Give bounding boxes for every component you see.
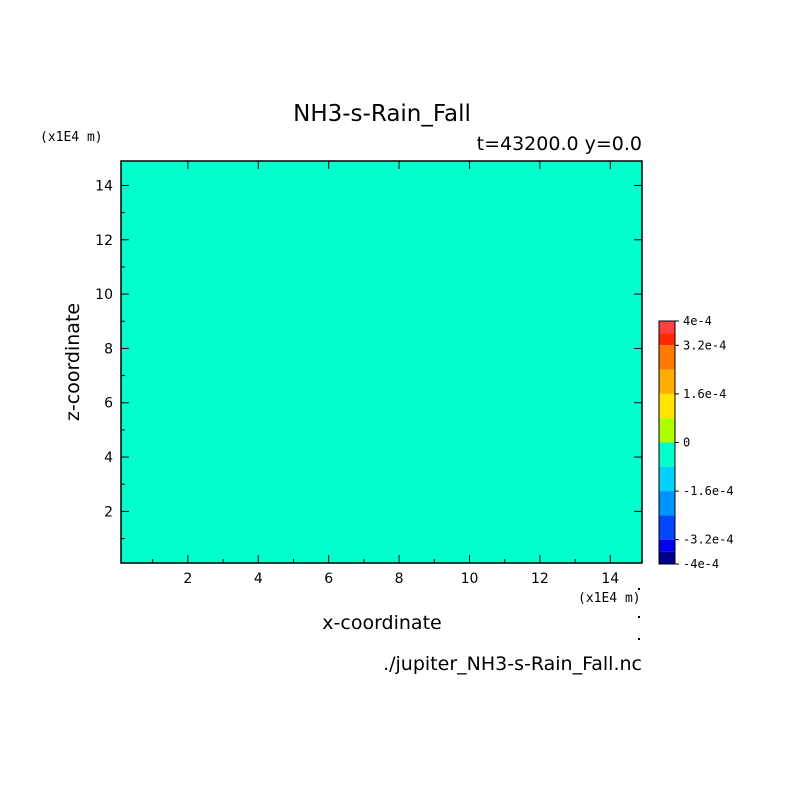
colorbar: 4e-4 3.2e-4 1.6e-4 0 -1.6e-4 -3.2e-4 -4e-4	[658, 314, 734, 571]
colorbar-bin	[659, 515, 675, 540]
colorbar-label: 0	[683, 436, 690, 450]
chart-title: NH3-s-Rain_Fall	[293, 101, 471, 127]
region-left-blob	[180, 285, 204, 291]
colorbar-bin	[659, 491, 675, 516]
x-tick-label: 10	[461, 571, 479, 587]
colorbar-bin	[659, 466, 675, 492]
colorbar-bin	[659, 345, 675, 370]
y-tick-label: 2	[104, 504, 113, 520]
x-tick-label: 6	[324, 571, 333, 587]
colorbar-label: -4e-4	[683, 557, 719, 571]
colorbar-bin	[659, 442, 675, 467]
colorbar-label: 3.2e-4	[683, 338, 726, 352]
x-tick-label: 4	[254, 571, 263, 587]
region-left-arc	[152, 234, 259, 286]
y-tick-label: 14	[95, 178, 113, 194]
colorbar-bin	[659, 551, 675, 564]
region-right-arc	[501, 234, 600, 286]
y-tick-label: 10	[95, 287, 113, 303]
colorbar-bin	[659, 333, 675, 346]
colorbar-bin	[659, 418, 675, 443]
x-tick-label: 8	[395, 571, 404, 587]
colorbar-bin	[659, 393, 675, 419]
y-tick-label: 8	[104, 341, 113, 357]
y-tick-label: 6	[104, 396, 113, 412]
chart-subtitle: t=43200.0 y=0.0	[477, 133, 642, 155]
colorbar-bin	[659, 369, 675, 394]
x-unit-label: (x1E4 m)	[578, 591, 641, 606]
region-main-band	[121, 204, 642, 254]
x-tick-label: 14	[601, 571, 619, 587]
region-left-edge-wisp	[121, 277, 146, 292]
x-tick-label: 12	[531, 571, 549, 587]
region-top-band	[121, 174, 642, 197]
y-unit-label: (x1E4 m)	[40, 130, 103, 145]
colorbar-label: 1.6e-4	[683, 387, 726, 401]
colorbar-label: -1.6e-4	[683, 484, 734, 498]
colorbar-label: -3.2e-4	[683, 533, 734, 547]
axis-ticks: 2 4 6 8 10 12 14 2 4 6 8 10 12 14	[95, 161, 642, 587]
negative-regions	[121, 174, 642, 297]
plot-area: 2 4 6 8 10 12 14 2 4 6 8 10 12 14	[95, 160, 643, 587]
x-axis-label: x-coordinate	[322, 612, 441, 634]
colorbar-label: 4e-4	[683, 314, 712, 328]
y-tick-label: 4	[104, 450, 113, 466]
colorbar-bin	[659, 539, 675, 552]
y-axis-label: z-coordinate	[62, 303, 84, 421]
stray-dots	[638, 588, 640, 640]
plot-frame	[120, 160, 643, 564]
region-right-blob	[557, 285, 579, 291]
colorbar-bin	[659, 321, 675, 334]
region-right-edge-wisp	[617, 277, 642, 292]
y-tick-label: 12	[95, 233, 113, 249]
region-center-blob	[353, 280, 421, 297]
footer-filename: ./jupiter_NH3-s-Rain_Fall.nc	[383, 653, 642, 675]
x-tick-label: 2	[183, 571, 192, 587]
